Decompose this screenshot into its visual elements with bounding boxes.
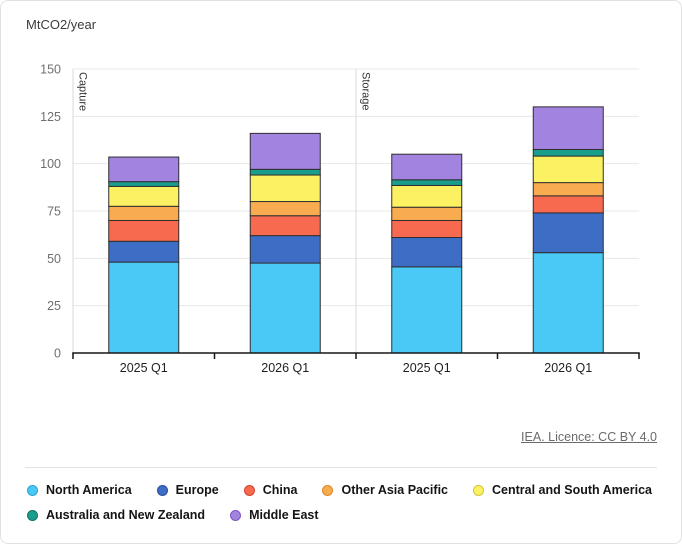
bar-segment[interactable] (108, 261, 180, 354)
section-label: Storage (360, 72, 372, 111)
legend-item-central-and-south-america[interactable]: Central and South America (473, 483, 652, 497)
bar-segment[interactable] (108, 240, 180, 263)
stacked-bar-chart: 0 25 50 75 100 125 150 Capture Storage 2025 Q1 202… (40, 63, 640, 375)
y-axis-tick-label: 100 (40, 157, 61, 171)
x-axis-category-label: 2025 Q1 (403, 361, 451, 375)
bar-segment[interactable] (108, 156, 180, 183)
bar-segment[interactable] (249, 168, 321, 176)
legend-dot-icon (243, 484, 255, 496)
legend-label: Europe (175, 483, 219, 497)
bar-segment[interactable] (108, 185, 180, 207)
legend-item-europe[interactable]: Europe (156, 483, 219, 497)
bar-segment[interactable] (249, 132, 321, 170)
y-axis-tick-label: 0 (54, 347, 61, 361)
licence-link[interactable]: IEA. Licence: CC BY 4.0 (521, 430, 657, 444)
footer-divider (25, 467, 657, 468)
legend-label: Middle East (249, 508, 319, 522)
legend-dot-icon (27, 509, 38, 521)
bar-segment[interactable] (391, 219, 463, 239)
bar-segment[interactable] (108, 181, 180, 187)
bar-segment[interactable] (249, 215, 321, 237)
bar-segment[interactable] (391, 266, 463, 354)
x-axis-category-label: 2026 Q1 (261, 361, 309, 375)
y-axis-tick-label: 75 (47, 205, 61, 219)
legend-item-china[interactable]: China (243, 483, 298, 497)
bar-segment[interactable] (532, 106, 604, 150)
unit-label: MtCO2/year (26, 17, 97, 32)
bar-segment[interactable] (249, 174, 321, 203)
y-axis-tick-label: 50 (47, 252, 61, 266)
x-axis-category-label: 2026 Q1 (544, 361, 592, 375)
legend-label: Australia and New Zealand (46, 508, 206, 522)
bar-segment[interactable] (532, 182, 604, 197)
legend-item-middle-east[interactable]: Middle East (230, 508, 319, 522)
legend-item-north-america[interactable]: North America (27, 483, 132, 497)
bar-segment[interactable] (532, 252, 604, 354)
legend-label: China (262, 483, 298, 497)
legend: North America Europe China Other Asia Pacif… (27, 483, 673, 522)
bar-segment[interactable] (532, 155, 604, 184)
legend-dot-icon (27, 484, 38, 496)
legend-dot-icon (230, 509, 242, 521)
bar-segment[interactable] (532, 195, 604, 214)
legend-item-australia-and-new-zealand[interactable]: Australia and New Zealand (27, 508, 205, 522)
legend-dot-icon (473, 484, 484, 496)
x-axis-category-label: 2025 Q1 (120, 361, 168, 375)
y-axis-tick-label: 25 (47, 299, 61, 313)
bar-segment[interactable] (108, 219, 180, 242)
legend-dot-icon (322, 484, 334, 496)
section-label: Capture (77, 72, 89, 111)
bar-segment[interactable] (532, 148, 604, 157)
legend-dot-icon (156, 484, 168, 496)
bar-segment[interactable] (249, 262, 321, 354)
legend-label: Other Asia Pacific (341, 483, 448, 497)
bar-segment[interactable] (391, 184, 463, 208)
legend-label: Central and South America (492, 483, 652, 497)
bar-segment[interactable] (391, 206, 463, 221)
legend-label: North America (46, 483, 132, 497)
bar-segment[interactable] (249, 235, 321, 264)
bar-segment[interactable] (108, 205, 180, 221)
bar-segment[interactable] (391, 153, 463, 181)
bar-segment[interactable] (532, 212, 604, 254)
y-axis-tick-label: 150 (40, 63, 61, 77)
bar-segment[interactable] (249, 201, 321, 217)
y-axis-tick-label: 125 (40, 110, 61, 124)
bar-segment[interactable] (391, 179, 463, 186)
legend-item-other-asia-pacific[interactable]: Other Asia Pacific (322, 483, 448, 497)
bar-segment[interactable] (391, 237, 463, 268)
